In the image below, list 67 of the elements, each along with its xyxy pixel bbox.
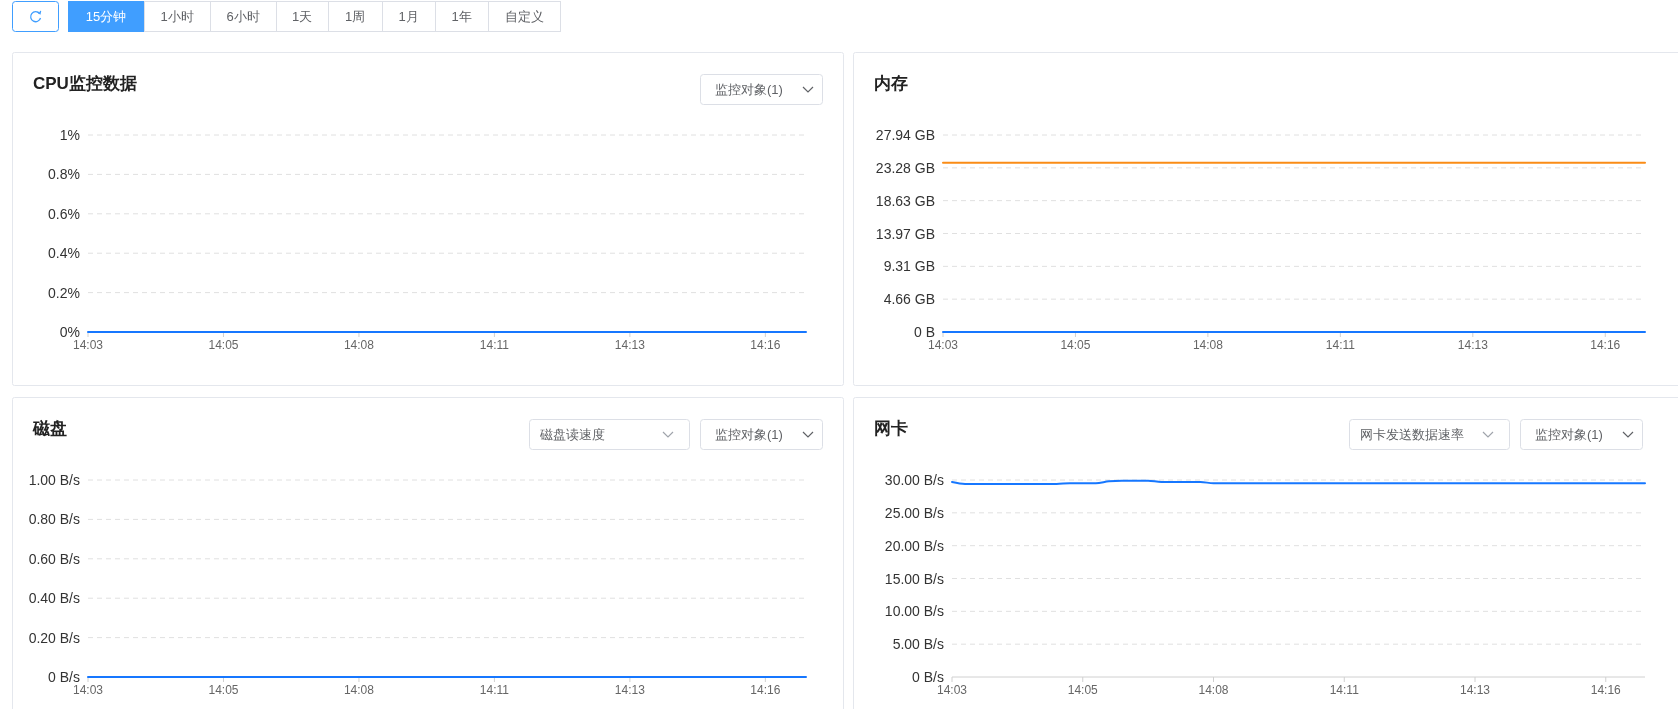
x-tick-label: 14:05	[1067, 683, 1099, 697]
y-tick-label: 27.94 GB	[875, 127, 935, 143]
x-tick-label: 14:08	[343, 338, 375, 352]
text: 磁盘读速度	[539, 427, 605, 442]
y-tick-label: 0 B/s	[912, 669, 944, 685]
x-tick-label: 14:03	[72, 338, 104, 352]
x-tick-label: 14:05	[208, 338, 239, 352]
text: 1小时	[160, 9, 194, 24]
y-tick-label: 15.00 B/s	[884, 570, 944, 587]
x-tick-label: 14:13	[1457, 338, 1489, 352]
y-tick-label: 20.00 B/s	[884, 537, 944, 554]
y-tick-label: 18.63 GB	[875, 192, 935, 209]
x-tick-label: 14:05	[208, 683, 239, 697]
x-tick-label: 14:11	[1329, 683, 1360, 697]
x-tick-label: 14:11	[479, 338, 510, 352]
y-tick-label: 1.00 B/s	[28, 472, 80, 488]
y-tick-label: 0.20 B/s	[28, 629, 80, 646]
x-tick-label: 14:03	[72, 683, 104, 697]
y-tick-label: 5.00 B/s	[892, 636, 944, 653]
y-tick-label: 10.00 B/s	[884, 603, 944, 620]
x-tick-label: 14:08	[343, 683, 375, 697]
x-tick-label: 14:03	[936, 683, 968, 697]
text: 15分钟	[85, 9, 127, 24]
y-tick-label: 0 B/s	[48, 669, 80, 685]
x-tick-label: 14:03	[927, 338, 959, 352]
text: 监控对象(1)	[715, 427, 783, 442]
y-tick-label: 30.00 B/s	[884, 472, 944, 488]
chart-title: 网卡	[874, 419, 908, 438]
y-tick-label: 13.97 GB	[875, 225, 935, 242]
y-tick-label: 0.4%	[48, 245, 80, 262]
x-tick-label: 14:11	[479, 683, 510, 697]
text: 1年	[451, 9, 472, 24]
x-tick-label: 14:05	[1060, 338, 1091, 352]
y-tick-label: 25.00 B/s	[884, 504, 944, 521]
y-tick-label: 0 B	[913, 324, 935, 340]
x-tick-label: 14:13	[614, 683, 646, 697]
text: 1天	[291, 9, 313, 24]
y-tick-label: 4.66 GB	[883, 291, 935, 308]
y-tick-label: 1%	[59, 127, 80, 143]
y-tick-label: 0.60 B/s	[28, 550, 80, 567]
text: 1周	[344, 9, 366, 24]
text: 网卡发送数据速率	[1360, 427, 1464, 442]
text: 1月	[398, 9, 419, 24]
chart-title: CPU监控数据	[33, 74, 137, 93]
chart-title: 内存	[874, 74, 908, 93]
y-tick-label: 23.28 GB	[875, 159, 935, 176]
text: 自定义	[504, 9, 544, 24]
x-tick-label: 14:16	[750, 338, 781, 352]
text: 监控对象(1)	[715, 82, 783, 97]
x-tick-label: 14:11	[1325, 338, 1356, 352]
x-tick-label: 14:16	[750, 683, 781, 697]
y-tick-label: 0.40 B/s	[28, 590, 80, 607]
y-tick-label: 0.6%	[48, 205, 80, 222]
x-tick-label: 14:16	[1590, 338, 1621, 352]
text: 监控对象(1)	[1535, 427, 1603, 442]
y-tick-label: 0%	[59, 324, 80, 340]
x-tick-label: 14:08	[1192, 338, 1224, 352]
y-tick-label: 0.8%	[48, 166, 80, 183]
y-tick-label: 0.80 B/s	[28, 511, 80, 528]
text: 6小时	[226, 9, 260, 24]
y-tick-label: 9.31 GB	[883, 258, 935, 275]
x-tick-label: 14:13	[1460, 683, 1491, 697]
y-tick-label: 0.2%	[48, 284, 80, 301]
x-tick-label: 14:08	[1198, 683, 1229, 697]
chart-title: 磁盘	[32, 419, 67, 438]
x-tick-label: 14:16	[1590, 683, 1622, 697]
x-tick-label: 14:13	[614, 338, 646, 352]
